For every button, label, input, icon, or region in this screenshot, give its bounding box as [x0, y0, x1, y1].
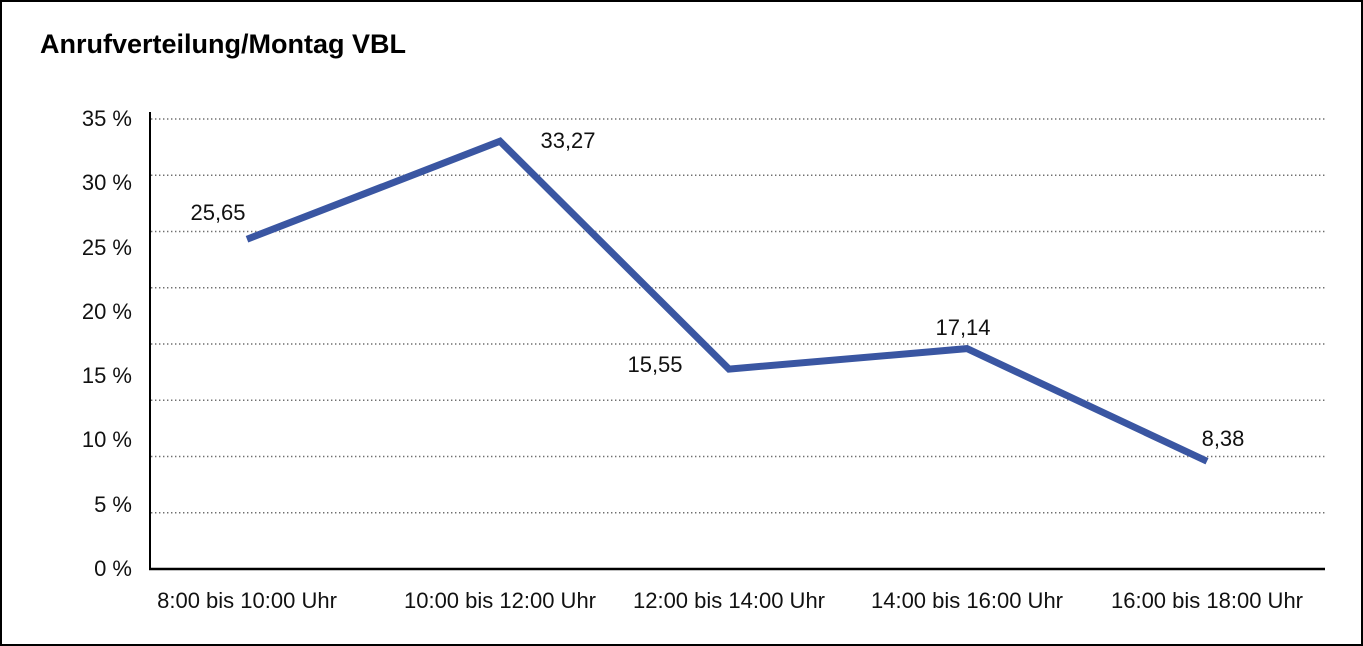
data-point-label: 17,14: [935, 314, 991, 340]
y-tick-label: 15 %: [81, 363, 132, 389]
data-point-label: 25,65: [190, 200, 246, 226]
y-tick-label: 10 %: [81, 427, 132, 453]
x-category-label: 12:00 bis 14:00 Uhr: [632, 588, 826, 613]
data-point-label: 33,27: [540, 128, 596, 154]
x-category-label: 8:00 bis 10:00 Uhr: [157, 588, 337, 613]
chart-title: Anrufverteilung/Montag VBL: [40, 29, 406, 59]
y-tick-label: 5 %: [94, 491, 132, 517]
data-point-label: 15,55: [627, 352, 683, 378]
x-category-label: 16:00 bis 18:00 Uhr: [1110, 588, 1304, 613]
x-category-label: 10:00 bis 12:00 Uhr: [403, 588, 597, 613]
data-line: [245, 137, 1209, 465]
y-tick-label: 20 %: [81, 298, 132, 324]
data-point-label: 8,38: [1201, 426, 1245, 452]
y-tick-label: 0 %: [94, 556, 132, 581]
y-tick-label: 30 %: [81, 170, 132, 196]
y-tick-label: 35 %: [81, 106, 132, 131]
x-category-label: 14:00 bis 16:00 Uhr: [870, 588, 1064, 613]
y-tick-label: 25 %: [81, 234, 132, 260]
